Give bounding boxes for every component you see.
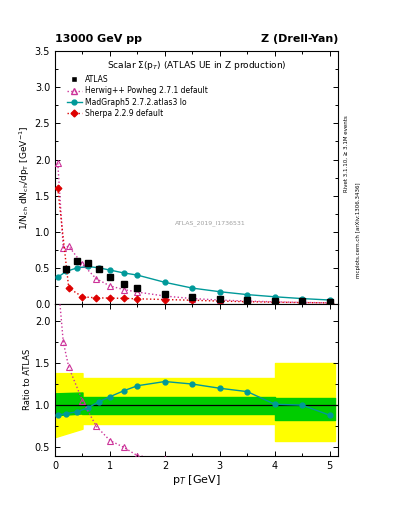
Line: MadGraph5 2.7.2.atlas3 lo: MadGraph5 2.7.2.atlas3 lo bbox=[55, 264, 332, 303]
MadGraph5 2.7.2.atlas3 lo bbox=[64, 268, 68, 274]
Text: Z (Drell-Yan): Z (Drell-Yan) bbox=[261, 33, 338, 44]
MadGraph5 2.7.2.atlas3 lo bbox=[97, 265, 101, 271]
MadGraph5 2.7.2.atlas3 lo bbox=[217, 289, 222, 295]
Sherpa 2.2.9 default bbox=[80, 294, 85, 300]
Herwig++ Powheg 2.7.1 default bbox=[135, 289, 140, 295]
Sherpa 2.2.9 default bbox=[327, 300, 332, 306]
Herwig++ Powheg 2.7.1 default bbox=[108, 283, 112, 289]
MadGraph5 2.7.2.atlas3 lo bbox=[121, 270, 126, 276]
Text: 13000 GeV pp: 13000 GeV pp bbox=[55, 33, 142, 44]
Sherpa 2.2.9 default bbox=[108, 295, 112, 301]
Line: Herwig++ Powheg 2.7.1 default: Herwig++ Powheg 2.7.1 default bbox=[55, 160, 332, 306]
MadGraph5 2.7.2.atlas3 lo bbox=[245, 291, 250, 297]
Text: Rivet 3.1.10, ≥ 3.1M events: Rivet 3.1.10, ≥ 3.1M events bbox=[344, 115, 349, 192]
Herwig++ Powheg 2.7.1 default bbox=[80, 261, 85, 267]
Herwig++ Powheg 2.7.1 default bbox=[190, 295, 195, 302]
MadGraph5 2.7.2.atlas3 lo bbox=[75, 265, 79, 271]
MadGraph5 2.7.2.atlas3 lo bbox=[327, 297, 332, 303]
Herwig++ Powheg 2.7.1 default bbox=[245, 298, 250, 304]
MadGraph5 2.7.2.atlas3 lo bbox=[135, 272, 140, 278]
Y-axis label: Ratio to ATLAS: Ratio to ATLAS bbox=[23, 349, 32, 411]
Sherpa 2.2.9 default bbox=[190, 297, 195, 303]
MadGraph5 2.7.2.atlas3 lo bbox=[108, 267, 112, 273]
Text: Scalar $\Sigma$(p$_T$) (ATLAS UE in Z production): Scalar $\Sigma$(p$_T$) (ATLAS UE in Z pr… bbox=[107, 59, 286, 72]
Sherpa 2.2.9 default bbox=[245, 298, 250, 305]
Y-axis label: 1/N$_\mathregular{ch}$ dN$_\mathregular{ch}$/dp$_\mathregular{T}$ [GeV$^{-1}$]: 1/N$_\mathregular{ch}$ dN$_\mathregular{… bbox=[17, 125, 32, 230]
MadGraph5 2.7.2.atlas3 lo bbox=[190, 285, 195, 291]
MadGraph5 2.7.2.atlas3 lo bbox=[86, 263, 90, 269]
Herwig++ Powheg 2.7.1 default bbox=[94, 275, 99, 282]
Sherpa 2.2.9 default bbox=[94, 295, 99, 301]
Line: Sherpa 2.2.9 default: Sherpa 2.2.9 default bbox=[55, 186, 332, 305]
MadGraph5 2.7.2.atlas3 lo bbox=[163, 279, 167, 285]
MadGraph5 2.7.2.atlas3 lo bbox=[272, 294, 277, 300]
Legend: ATLAS, Herwig++ Powheg 2.7.1 default, MadGraph5 2.7.2.atlas3 lo, Sherpa 2.2.9 de: ATLAS, Herwig++ Powheg 2.7.1 default, Ma… bbox=[64, 73, 210, 120]
MadGraph5 2.7.2.atlas3 lo bbox=[300, 295, 305, 302]
Sherpa 2.2.9 default bbox=[55, 185, 60, 191]
Sherpa 2.2.9 default bbox=[217, 298, 222, 304]
Sherpa 2.2.9 default bbox=[163, 296, 167, 303]
Text: mcplots.cern.ch [arXiv:1306.3436]: mcplots.cern.ch [arXiv:1306.3436] bbox=[356, 183, 361, 278]
Herwig++ Powheg 2.7.1 default bbox=[272, 299, 277, 305]
Sherpa 2.2.9 default bbox=[272, 299, 277, 305]
Herwig++ Powheg 2.7.1 default bbox=[61, 245, 66, 251]
Sherpa 2.2.9 default bbox=[66, 285, 71, 291]
Herwig++ Powheg 2.7.1 default bbox=[217, 297, 222, 303]
Herwig++ Powheg 2.7.1 default bbox=[55, 160, 60, 166]
Sherpa 2.2.9 default bbox=[135, 296, 140, 302]
Text: ATLAS_2019_I1736531: ATLAS_2019_I1736531 bbox=[175, 220, 246, 226]
Herwig++ Powheg 2.7.1 default bbox=[121, 287, 126, 293]
Sherpa 2.2.9 default bbox=[121, 295, 126, 302]
Herwig++ Powheg 2.7.1 default bbox=[300, 300, 305, 306]
Sherpa 2.2.9 default bbox=[300, 300, 305, 306]
MadGraph5 2.7.2.atlas3 lo bbox=[55, 274, 60, 281]
Herwig++ Powheg 2.7.1 default bbox=[66, 243, 71, 249]
Herwig++ Powheg 2.7.1 default bbox=[163, 293, 167, 299]
X-axis label: p$_T$ [GeV]: p$_T$ [GeV] bbox=[172, 473, 221, 487]
Herwig++ Powheg 2.7.1 default bbox=[327, 300, 332, 306]
